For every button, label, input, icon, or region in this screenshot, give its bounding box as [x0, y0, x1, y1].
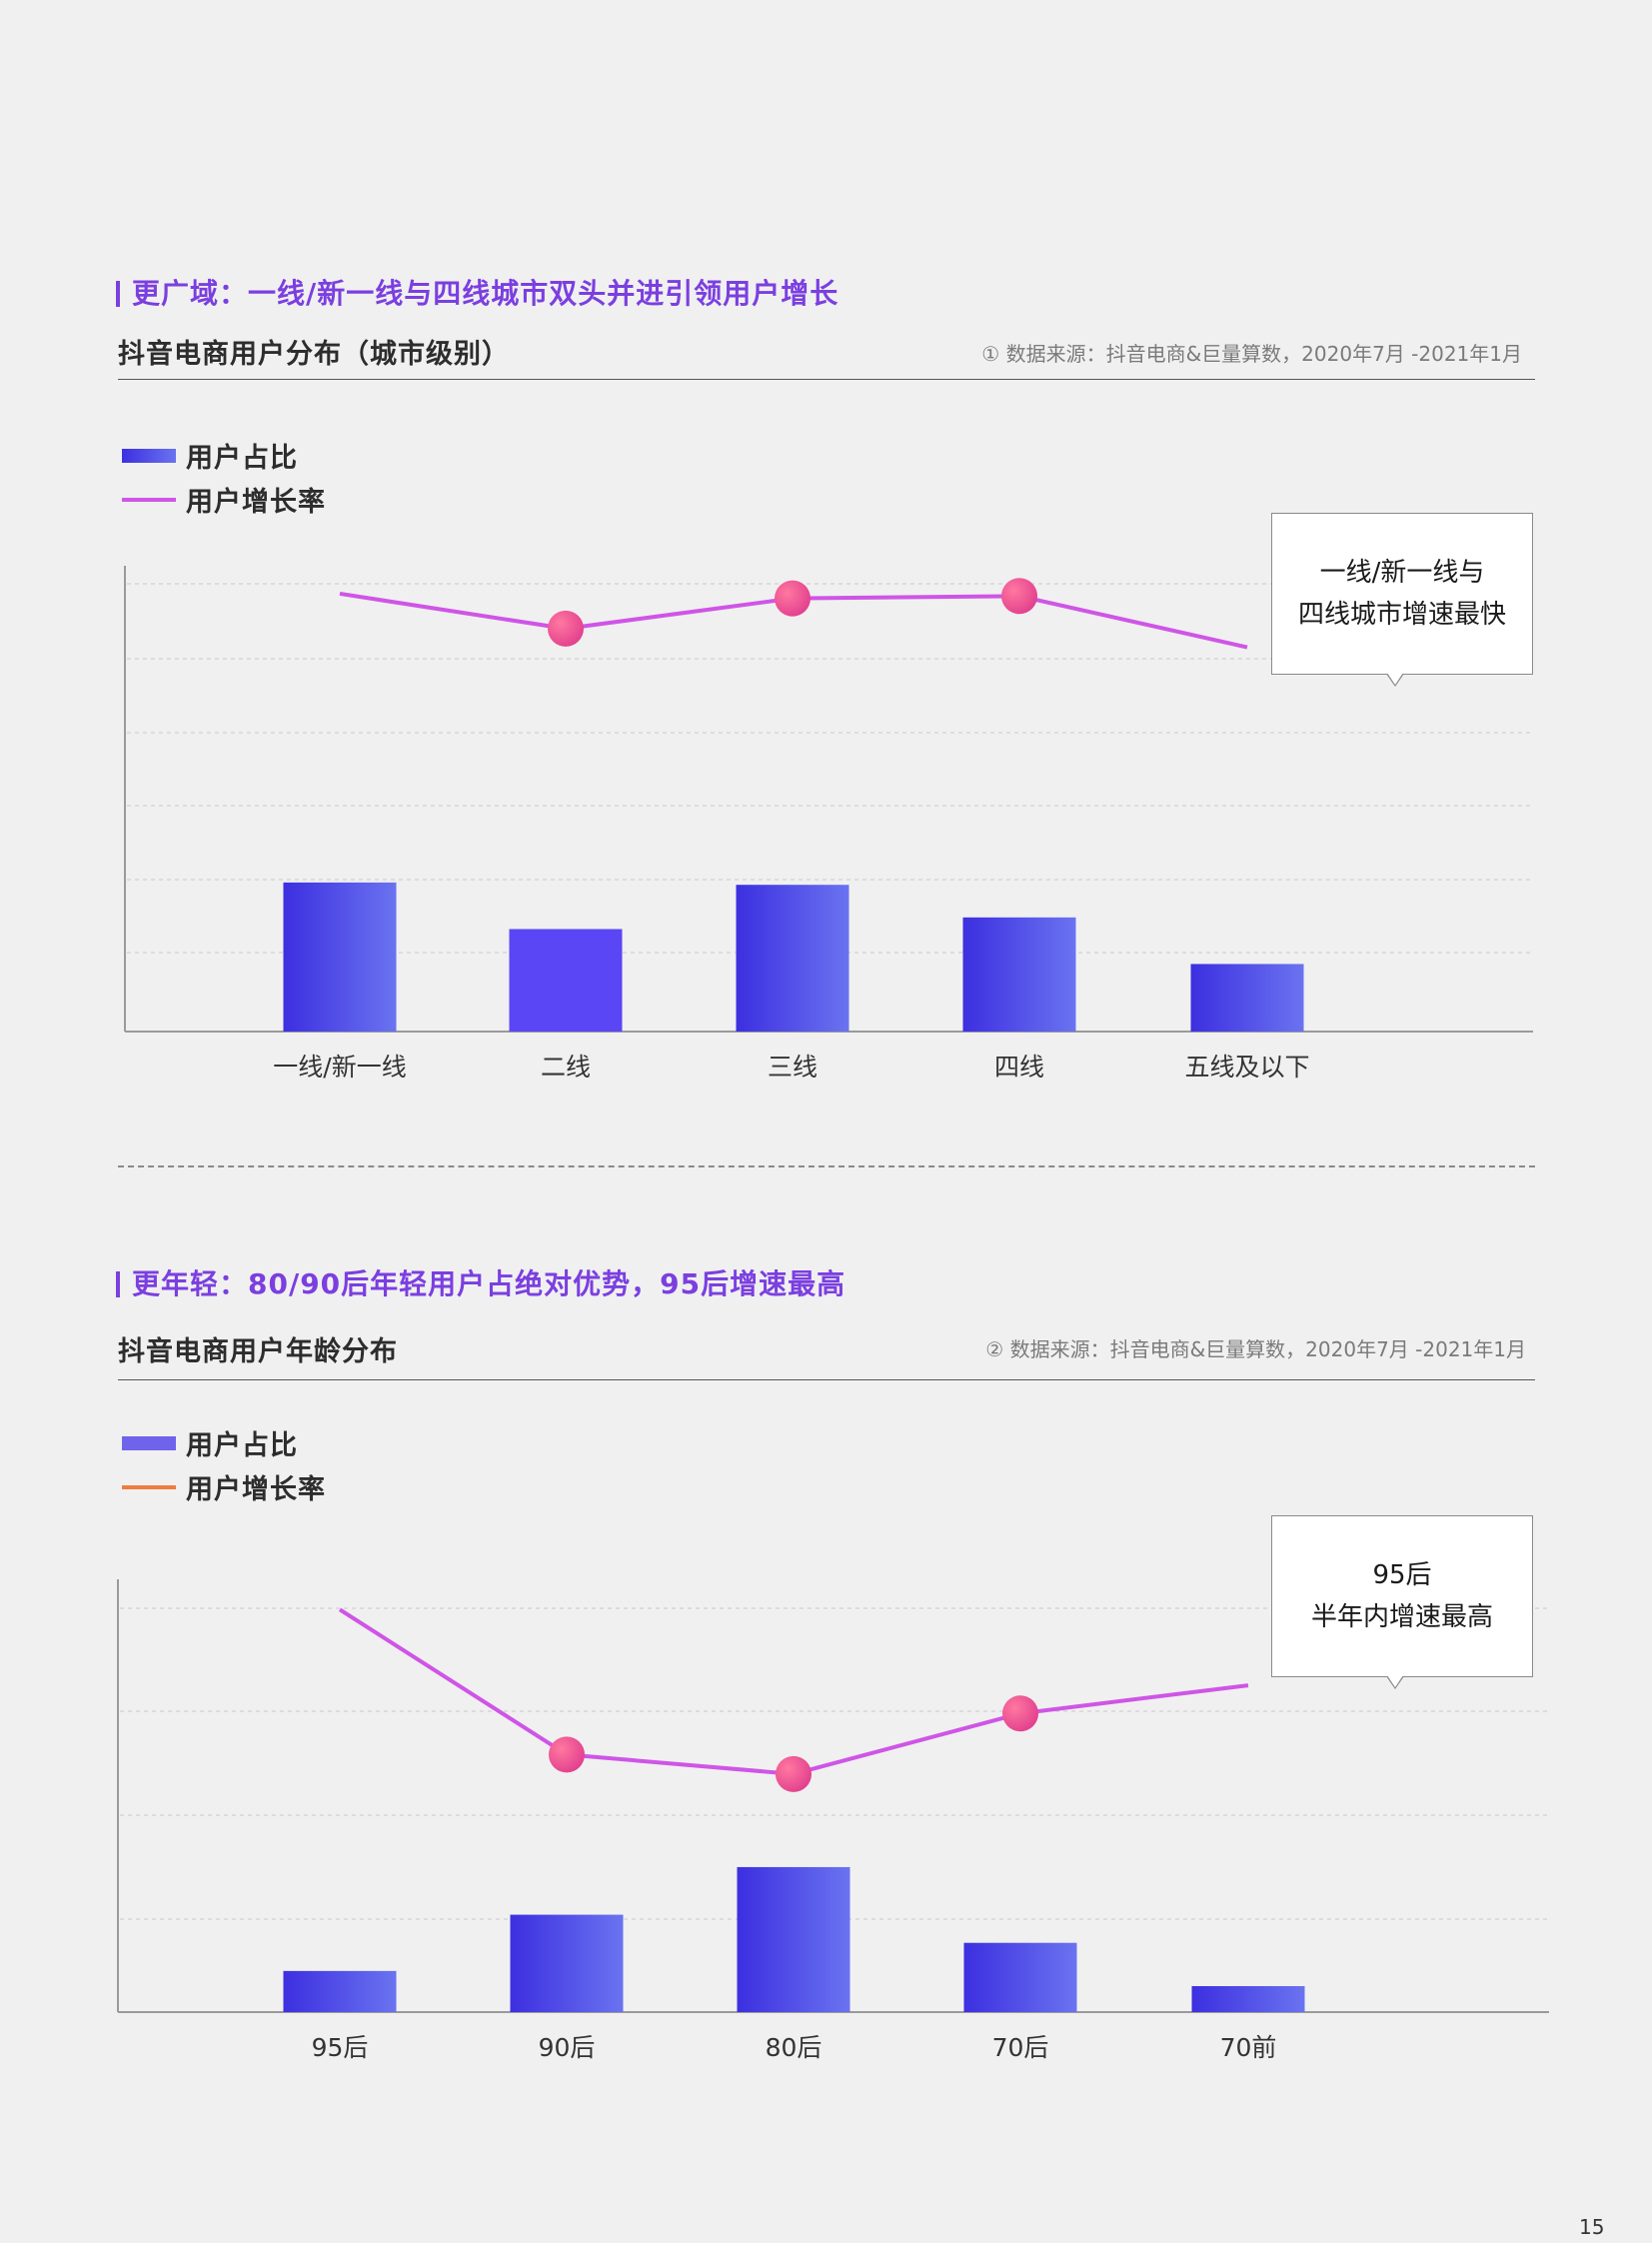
legend-bar-entry: 用户占比 — [122, 436, 298, 475]
callout-box: 一线/新一线与 四线城市增速最快 — [1271, 513, 1533, 687]
line-marker-2 — [548, 610, 584, 647]
legend-line-label: 用户增长率 — [186, 1474, 326, 1505]
bar-3 — [736, 885, 849, 1032]
page-number: 15 — [1579, 2215, 1605, 2239]
legend-line-swatch — [122, 497, 176, 502]
data-source-note: ② 数据来源：抖音电商&巨量算数，2020年7月 -2021年1月 — [985, 1337, 1526, 1361]
legend-line-entry: 用户增长率 — [122, 1467, 326, 1506]
bar-4 — [963, 1942, 1077, 2012]
title-rule — [118, 379, 1535, 380]
line-marker-2 — [549, 1736, 585, 1773]
headline-accent-bar — [116, 281, 120, 307]
x-tick-label: 一线/新一线 — [273, 1053, 406, 1082]
callout-box: 95后 半年内增速最高 — [1271, 1515, 1533, 1689]
headline-text: 更年轻：80/90后年轻用户占绝对优势，95后增速最高 — [132, 1267, 846, 1300]
bar-2 — [510, 1914, 624, 2012]
legend-line-label: 用户增长率 — [186, 487, 326, 518]
x-tick-label: 三线 — [768, 1053, 818, 1082]
x-tick-label: 四线 — [994, 1053, 1044, 1082]
chart-title: 抖音电商用户分布（城市级别） — [118, 339, 510, 370]
legend-bar-swatch — [122, 448, 176, 463]
legend-bar-label: 用户占比 — [186, 1430, 298, 1461]
legend-line-entry: 用户增长率 — [122, 480, 326, 519]
callout-line-2: 半年内增速最高 — [1310, 1602, 1493, 1632]
headline-text: 更广域：一线/新一线与四线城市双头并进引领用户增长 — [132, 277, 839, 310]
callout-line-2: 四线城市增速最快 — [1297, 600, 1506, 630]
x-tick-label: 80后 — [766, 2033, 823, 2062]
bar-5 — [1190, 964, 1304, 1032]
callout-line-1: 一线/新一线与 — [1319, 558, 1485, 588]
line-marker-4 — [1001, 578, 1037, 615]
section-headline: 更年轻：80/90后年轻用户占绝对优势，95后增速最高 — [116, 1262, 845, 1302]
legend-bar-entry: 用户占比 — [122, 1423, 298, 1462]
section-divider — [118, 1165, 1535, 1167]
headline-accent-bar — [116, 1271, 120, 1297]
bar-3 — [737, 1866, 850, 2012]
bar-5 — [1191, 1986, 1305, 2012]
line-marker-3 — [776, 1755, 812, 1792]
growth-rate-line — [338, 1607, 1249, 1776]
section-headline: 更广域：一线/新一线与四线城市双头并进引领用户增长 — [116, 272, 838, 312]
title-rule — [118, 1379, 1535, 1380]
line-marker-3 — [775, 580, 811, 617]
x-tick-label: 二线 — [541, 1053, 591, 1082]
x-tick-label: 95后 — [312, 2033, 369, 2062]
legend-line-swatch — [122, 1484, 176, 1489]
data-source-note: ① 数据来源：抖音电商&巨量算数，2020年7月 -2021年1月 — [981, 342, 1522, 366]
callout-line-1: 95后 — [1372, 1560, 1432, 1590]
city-level-chart: 一线/新一线 二线 三线 四线 五线及以下 — [124, 566, 1533, 1082]
age-group-chart: 95后 90后 80后 70后 70前 — [117, 1579, 1549, 2062]
x-tick-label: 70前 — [1220, 2033, 1277, 2062]
line-marker-4 — [1002, 1695, 1038, 1732]
bar-4 — [962, 917, 1076, 1032]
bar-1 — [283, 882, 397, 1032]
x-tick-label: 70后 — [992, 2033, 1049, 2062]
legend-bar-label: 用户占比 — [186, 443, 298, 474]
x-tick-label: 90后 — [539, 2033, 596, 2062]
chart-title: 抖音电商用户年龄分布 — [118, 1336, 398, 1367]
x-tick-label: 五线及以下 — [1184, 1053, 1309, 1082]
legend-bar-swatch — [122, 1435, 176, 1450]
bar-2 — [509, 929, 623, 1032]
bar-1 — [283, 1970, 397, 2012]
